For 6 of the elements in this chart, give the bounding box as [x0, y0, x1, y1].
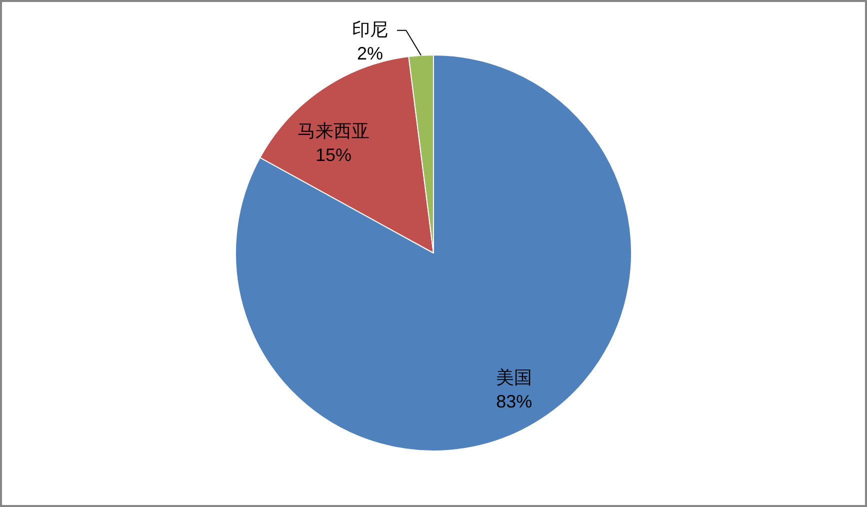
- data-label: 15%: [315, 144, 352, 165]
- data-label: 83%: [496, 391, 532, 412]
- slice-label: 美国: [496, 367, 532, 388]
- slice-label: 印尼: [352, 19, 388, 40]
- data-label: 2%: [357, 43, 384, 64]
- slice-label: 马来西亚: [297, 120, 370, 141]
